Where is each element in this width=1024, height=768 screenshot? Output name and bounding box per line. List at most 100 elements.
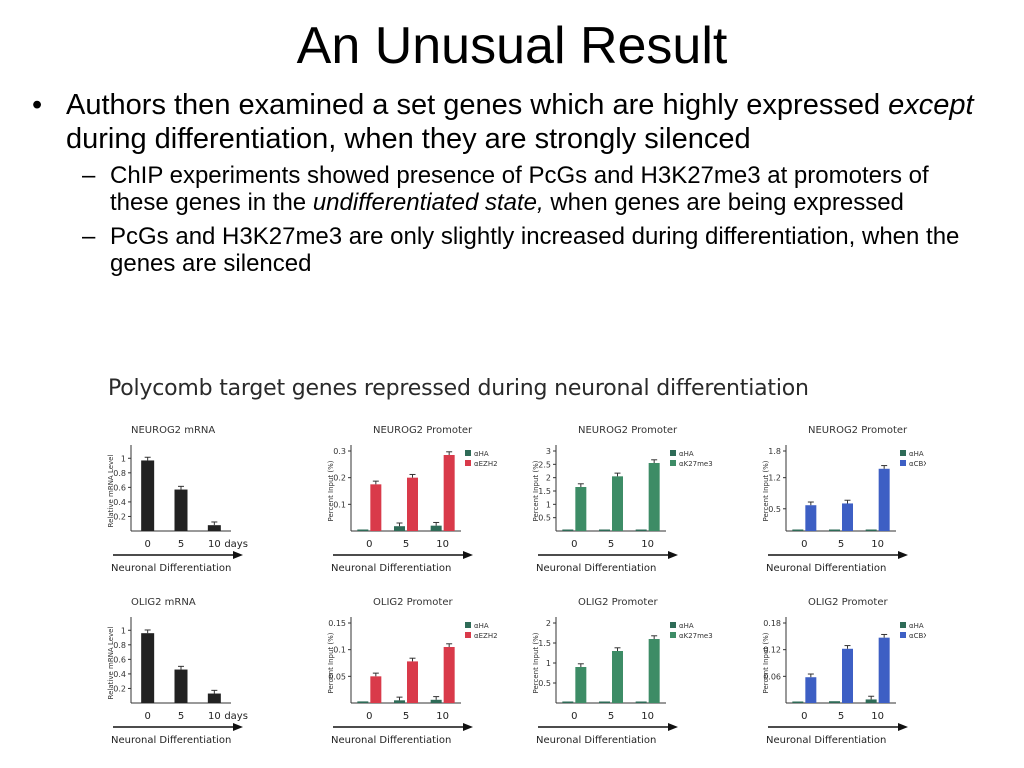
bar <box>174 669 188 703</box>
bullet-main: • Authors then examined a set genes whic… <box>28 88 988 156</box>
bullet-main-emphasis: except <box>888 89 974 121</box>
bar <box>878 637 890 703</box>
legend-swatch <box>465 460 471 466</box>
bar <box>562 701 574 703</box>
bar <box>865 699 877 703</box>
bar <box>648 639 660 703</box>
bar <box>394 700 405 703</box>
bar <box>635 529 647 531</box>
legend-label: αK27me3 <box>679 460 713 468</box>
x-tick-label: 0 <box>571 711 577 722</box>
y-tick-label: 0.2 <box>113 684 126 693</box>
bar <box>792 529 804 531</box>
bar <box>575 667 587 703</box>
bar <box>370 484 382 531</box>
figure-title: Polycomb target genes repressed during n… <box>108 376 809 401</box>
bar <box>842 503 853 531</box>
x-tick-label: 10 <box>436 711 449 722</box>
sub-bullet-chip: – ChIP experiments showed presence of Pc… <box>28 162 988 216</box>
bar <box>357 529 369 531</box>
y-tick-label: 0.5 <box>538 514 551 523</box>
legend-label: αEZH2 <box>474 632 498 640</box>
arrow-head <box>898 723 908 731</box>
x-tick-label: 0 <box>366 711 372 722</box>
x-tick-label: 10 <box>436 539 449 550</box>
y-tick-label: 0.12 <box>763 646 781 655</box>
bar <box>430 525 442 531</box>
sub-bullet-chip-text-2: when genes are being expressed <box>543 189 904 216</box>
legend-swatch <box>900 460 906 466</box>
legend-swatch <box>465 450 471 456</box>
legend-swatch <box>465 622 471 628</box>
x-tick-label: 0 <box>144 539 150 550</box>
legend-label: αHA <box>474 450 489 458</box>
bar <box>648 463 660 531</box>
sub-bullet-pcg: – PcGs and H3K27me3 are only slightly in… <box>28 223 988 277</box>
x-tick-label: 5 <box>838 711 844 722</box>
bar <box>635 701 647 703</box>
arrow-head <box>463 723 473 731</box>
x-tick-label: 10 <box>871 711 884 722</box>
legend-swatch <box>900 450 906 456</box>
x-axis-label: Neuronal Differentiation <box>536 735 656 746</box>
x-tick-label: 10 <box>871 539 884 550</box>
bar <box>207 693 221 703</box>
arrow-head <box>233 551 243 559</box>
legend-swatch <box>900 632 906 638</box>
arrow-head <box>233 723 243 731</box>
x-suffix-label: days <box>224 539 248 550</box>
y-tick-label: 0.8 <box>113 469 126 478</box>
bar <box>865 529 877 531</box>
x-tick-label: 10 <box>208 711 221 722</box>
legend-swatch <box>900 622 906 628</box>
bar <box>141 633 155 703</box>
bar <box>207 525 221 531</box>
x-axis-label: Neuronal Differentiation <box>111 735 231 746</box>
y-tick-label: 0.5 <box>538 679 551 688</box>
bar <box>599 529 610 531</box>
y-tick-label: 2.5 <box>538 460 551 469</box>
sub-bullet-chip-text-1: ChIP experiments showed presence of PcGs… <box>110 162 929 216</box>
bar <box>407 477 418 531</box>
bar <box>612 476 623 531</box>
y-tick-label: 0.1 <box>333 646 346 655</box>
bar <box>575 487 587 531</box>
y-tick-label: 2 <box>546 619 551 628</box>
y-axis-label: Percent Input (%) <box>327 460 335 521</box>
x-tick-label: 10 <box>208 539 221 550</box>
y-tick-label: 0.6 <box>113 483 126 492</box>
bar <box>443 455 455 531</box>
arrow-head <box>668 723 678 731</box>
y-tick-label: 1 <box>546 659 551 668</box>
sub-bullet-pcg-text: PcGs and H3K27me3 are only slightly incr… <box>110 223 960 277</box>
y-tick-label: 0.2 <box>333 474 346 483</box>
y-axis-label: Relative mRNA Level <box>107 627 115 700</box>
y-tick-label: 0.4 <box>113 670 126 679</box>
y-tick-label: 1.8 <box>768 447 781 456</box>
x-axis-label: Neuronal Differentiation <box>766 563 886 574</box>
y-tick-label: 0.8 <box>113 641 126 650</box>
arrow-head <box>463 551 473 559</box>
x-tick-label: 5 <box>178 539 184 550</box>
y-tick-label: 2 <box>546 474 551 483</box>
legend-swatch <box>465 632 471 638</box>
bar <box>430 699 442 703</box>
dash-mark: – <box>82 162 96 189</box>
x-axis-label: Neuronal Differentiation <box>111 563 231 574</box>
y-tick-label: 1 <box>121 454 126 463</box>
bar <box>612 651 623 703</box>
bullet-main-text-2: during differentiation, when they are st… <box>66 123 751 155</box>
legend-swatch <box>670 450 676 456</box>
legend-label: αEZH2 <box>474 460 498 468</box>
chart-title: NEUROG2 Promoter <box>578 425 678 436</box>
y-tick-label: 0.06 <box>763 672 781 681</box>
legend-swatch <box>670 632 676 638</box>
bullet-mark: • <box>32 89 43 121</box>
bar <box>829 529 840 531</box>
chart-title: NEUROG2 Promoter <box>808 425 908 436</box>
legend-label: αHA <box>909 450 924 458</box>
x-tick-label: 5 <box>178 711 184 722</box>
bullet-main-text-1: Authors then examined a set genes which … <box>66 89 889 121</box>
y-axis-label: Percent Input (%) <box>532 632 540 693</box>
